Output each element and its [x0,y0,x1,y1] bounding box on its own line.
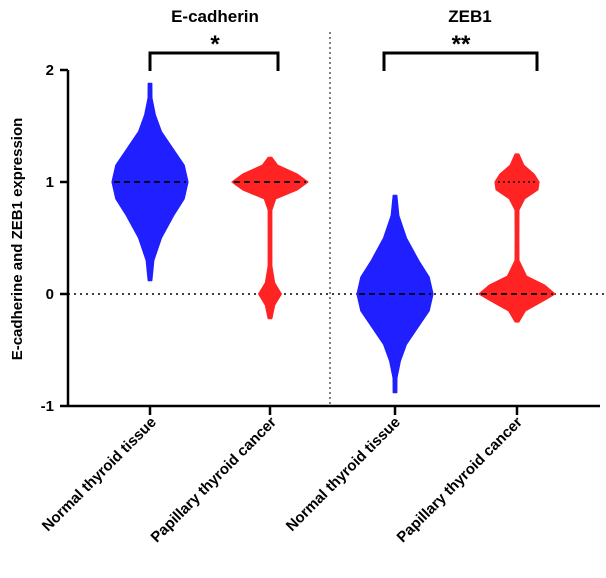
y-tick-label: -1 [41,398,54,415]
y-axis-label: E-cadherine and ZEB1 expression [9,118,26,361]
category-label-ptc-ecad: Papillary thyroid cancer [148,414,280,546]
y-tick-label: 0 [46,286,54,303]
significance-bracket-ecad [148,51,280,71]
violin-ecad-ptc [231,156,309,320]
significance-e-cadherin: * [210,31,220,58]
category-label-normal-zeb1: Normal thyroid tissue [283,414,404,535]
violin-zeb1-ptc [478,153,556,323]
significance-zeb1: ** [452,31,471,58]
panel-title-zeb1: ZEB1 [448,7,491,26]
category-label-normal-ecad: Normal thyroid tissue [39,414,160,535]
y-tick-label: 1 [46,174,54,191]
significance-bracket-zeb1 [382,51,539,71]
panel-title-e-cadherin: E-cadherin [171,7,259,26]
category-label-ptc-zeb1: Papillary thyroid cancer [394,414,526,546]
y-tick-label: 2 [46,62,54,79]
